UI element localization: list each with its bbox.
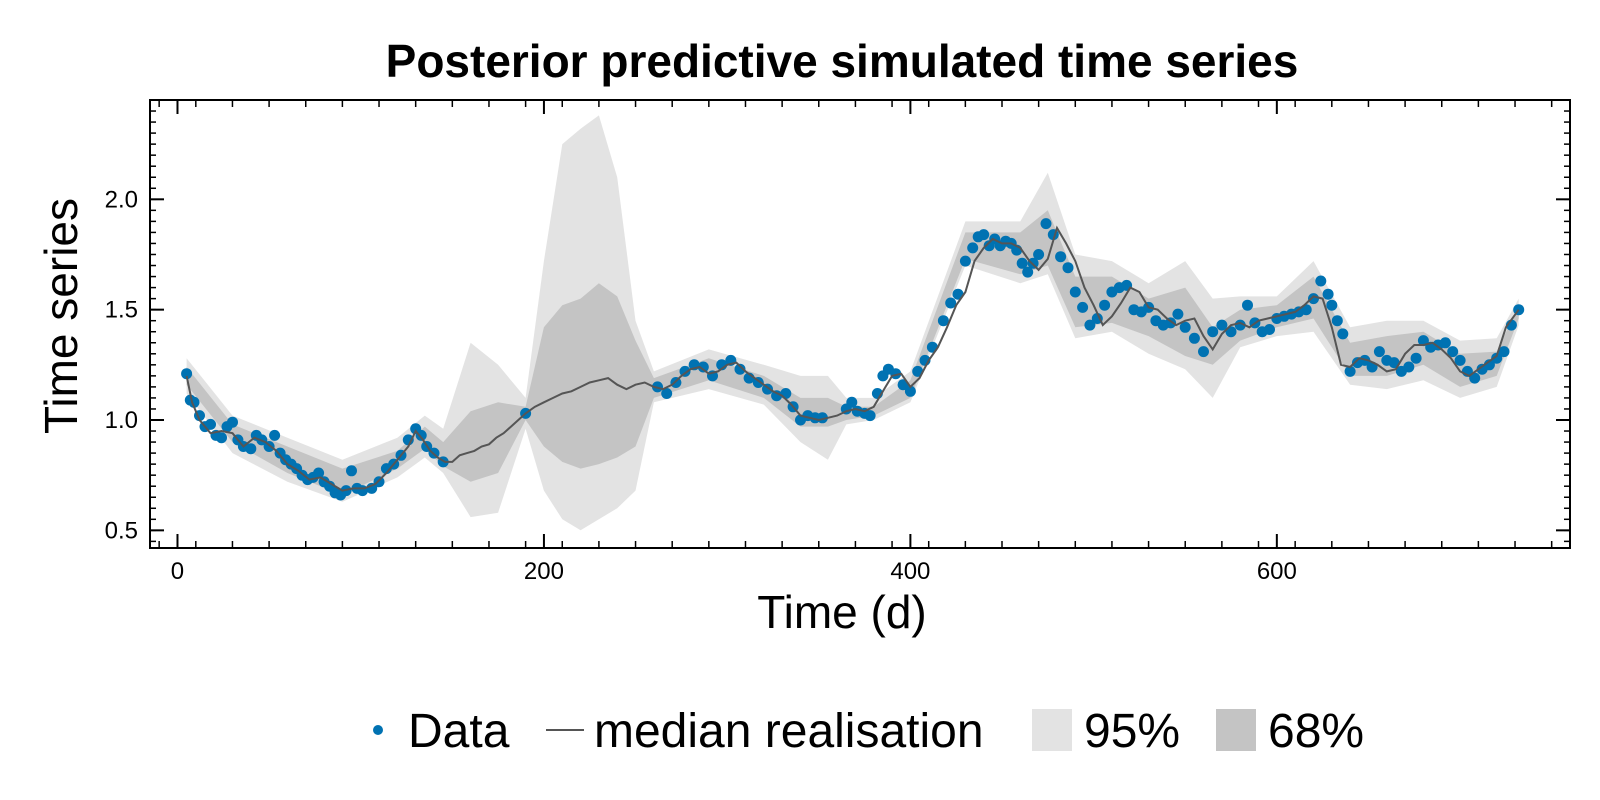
data-point [1022,266,1034,278]
data-point [1172,308,1184,320]
data-point [967,242,979,254]
data-point [1188,332,1200,344]
data-point [346,465,357,477]
data-point [1447,346,1459,358]
data-point [1469,372,1481,384]
data-point [1198,346,1209,358]
y-tick-label: 1.5 [105,297,138,324]
data-point [1491,352,1503,364]
legend-median-label: median realisation [594,705,984,758]
data-point [415,429,427,441]
data-point [1326,299,1338,311]
data-point [1264,324,1275,335]
data-point [978,229,990,241]
x-tick-label: 400 [890,558,930,585]
plot-area: 0 200 400 600 0.5 1.0 1.5 2.0 [105,99,1571,585]
data-point [1033,249,1045,260]
data-point [1308,293,1319,305]
x-tick-label: 0 [171,558,184,585]
data-point [1344,365,1356,377]
x-tick-label: 200 [524,558,564,585]
data-point [1040,218,1052,230]
data-point [1315,275,1327,287]
data-point [1069,286,1081,298]
legend-band95-label: 95% [1084,705,1180,758]
data-point [1234,319,1246,331]
data-point [1216,319,1228,331]
data-point [245,443,257,455]
y-axis-label: Time series [35,198,87,434]
data-point [1016,257,1028,269]
data-point [313,467,325,479]
data-point [1062,262,1074,274]
legend-data-label: Data [408,705,510,758]
data-point [1179,321,1191,333]
plot-frame [149,99,1571,549]
data-point [1242,299,1253,311]
data-point [864,410,876,422]
data-point [661,388,673,399]
data-point [945,297,957,309]
legend: Data median realisation 95% 68% [373,705,1364,758]
data-point [181,368,193,380]
data-point [269,429,281,441]
data-point [1388,357,1400,369]
chart-title: Posterior predictive simulated time seri… [386,35,1299,87]
data-point [937,315,949,327]
y-tick-label: 2.0 [105,186,138,213]
data-point [1084,319,1096,331]
legend-band68-label: 68% [1268,705,1364,758]
legend-band95-swatch [1032,709,1072,751]
data-point [205,418,216,430]
x-tick-label: 600 [1257,558,1297,585]
data-point [904,385,916,397]
data-point [1077,301,1089,313]
y-tick-label: 1.0 [105,407,138,434]
data-point [697,361,709,373]
data-point [1454,354,1466,366]
data-point [216,432,227,444]
data-point [771,390,783,402]
y-tick-label: 0.5 [105,517,138,544]
data-point [1439,337,1451,349]
data-point [1337,328,1349,340]
band-68 [186,210,1519,496]
median-line [185,225,1520,492]
data-point [1331,315,1343,327]
data-point [959,255,971,267]
x-axis-label: Time (d) [757,586,927,638]
data-point [1498,346,1510,358]
legend-data-marker [373,725,383,735]
data-point [1099,299,1111,311]
data-point [1055,251,1067,263]
legend-band68-swatch [1216,709,1256,751]
data-point [1322,288,1334,300]
data-point [734,363,746,375]
data-point [846,396,858,408]
data-point [227,416,238,428]
data-point [1373,346,1385,358]
data-point [1410,352,1422,364]
data-point [1403,361,1415,373]
data-point [780,388,792,399]
data-point [1207,326,1219,338]
